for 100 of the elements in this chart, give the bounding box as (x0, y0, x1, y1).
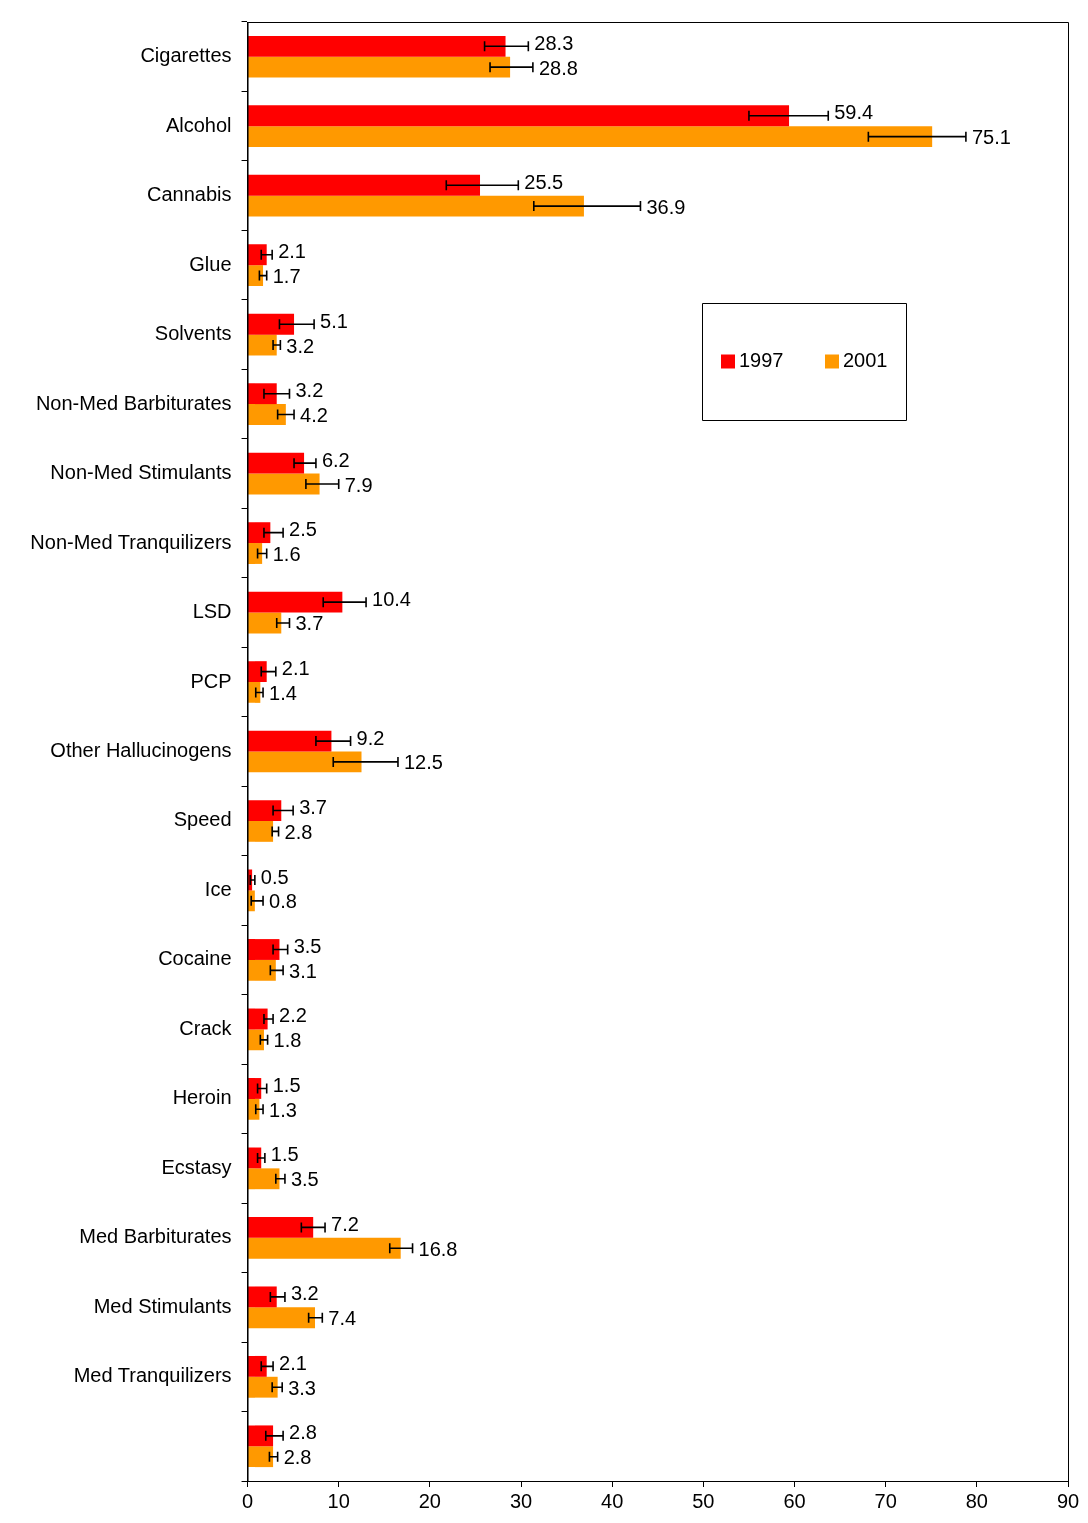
x-tick-label: 70 (874, 1489, 897, 1512)
x-tick-label: 60 (783, 1489, 806, 1512)
legend-label: 1997 (739, 349, 784, 372)
data-label: 1.5 (272, 1073, 301, 1096)
data-label: 1.7 (272, 265, 301, 288)
y-tick-label: Alcohol (165, 113, 232, 136)
y-tick-label: Ecstasy (161, 1155, 232, 1178)
data-label: 1.3 (269, 1098, 297, 1121)
bar (248, 404, 286, 425)
data-label: 2.1 (281, 657, 310, 680)
y-tick-label: Med Stimulants (93, 1294, 232, 1317)
data-label: 36.9 (646, 195, 686, 218)
data-label: 3.5 (290, 1168, 319, 1191)
y-tick-label: Crack (179, 1016, 233, 1039)
bar (248, 105, 790, 127)
bar (248, 1029, 264, 1051)
bar (248, 730, 332, 752)
bar (248, 1286, 277, 1308)
data-label: 3.2 (295, 379, 324, 402)
bar (248, 383, 277, 405)
data-label: 12.5 (403, 751, 443, 774)
bar (248, 313, 295, 335)
x-tick-label: 80 (965, 1489, 988, 1512)
data-label: 2.1 (279, 1351, 307, 1374)
bar (248, 1307, 316, 1329)
y-tick-label: Cigarettes (140, 44, 232, 67)
bar (248, 751, 362, 773)
bar (248, 1376, 278, 1398)
y-tick-label: Cocaine (158, 947, 232, 970)
y-tick-label: Other Hallucinogens (50, 739, 232, 762)
data-label: 7.4 (328, 1307, 357, 1330)
bar (248, 56, 511, 78)
x-tick-label: 0 (241, 1489, 254, 1512)
bar (248, 1216, 314, 1238)
data-label: 75.1 (971, 126, 1011, 149)
bar (248, 939, 280, 960)
bar (248, 591, 343, 613)
data-label: 3.2 (286, 334, 315, 357)
bar (248, 1355, 267, 1377)
data-label: 3.1 (289, 959, 317, 982)
y-tick-label: Non-Med Stimulants (50, 461, 232, 484)
y-tick-label: Ice (204, 877, 232, 900)
x-tick-label: 50 (692, 1489, 715, 1512)
bar (248, 800, 282, 821)
y-tick-label: Non-Med Barbiturates (35, 391, 232, 414)
y-tick-label: Med Barbiturates (79, 1225, 232, 1248)
data-label: 3.3 (288, 1376, 317, 1399)
data-label: 3.5 (293, 935, 322, 958)
y-tick-label: Heroin (172, 1086, 232, 1109)
data-label: 2.1 (278, 240, 306, 263)
data-label: 59.4 (834, 101, 874, 124)
data-label: 2.8 (289, 1421, 317, 1444)
y-tick-label: Glue (189, 252, 232, 275)
data-label: 9.2 (356, 726, 385, 749)
x-tick-label: 10 (327, 1489, 350, 1512)
y-tick-label: PCP (190, 669, 232, 692)
data-label: 2.5 (289, 518, 317, 541)
data-label: 3.2 (290, 1282, 319, 1305)
bar (248, 174, 481, 196)
y-tick-label: LSD (192, 600, 232, 623)
bar (248, 126, 933, 148)
data-label: 28.3 (534, 31, 574, 54)
bar (248, 1446, 274, 1468)
data-label: 7.2 (331, 1212, 359, 1235)
legend-label: 2001 (843, 349, 888, 372)
data-label: 1.8 (273, 1029, 302, 1052)
data-label: 2.2 (279, 1004, 307, 1027)
bar (248, 1168, 280, 1190)
data-label: 5.1 (320, 309, 348, 332)
y-tick-label: Med Tranquilizers (73, 1364, 232, 1387)
bar (248, 35, 506, 57)
data-label: 3.7 (295, 612, 324, 635)
data-label: 1.6 (272, 543, 301, 566)
bar (248, 473, 320, 495)
bar (248, 661, 267, 683)
bar (248, 1237, 401, 1259)
x-tick-label: 40 (601, 1489, 624, 1512)
bar (248, 452, 305, 474)
y-tick-label: Non-Med Tranquilizers (30, 530, 232, 553)
data-label: 4.2 (300, 404, 328, 427)
bar (248, 959, 276, 981)
data-label: 1.4 (269, 681, 297, 704)
y-tick-label: Solvents (154, 322, 232, 345)
data-label: 2.8 (284, 820, 313, 843)
data-label: 2.8 (283, 1446, 312, 1469)
bar (248, 265, 264, 287)
data-label: 0.5 (260, 865, 289, 888)
data-label: 1.5 (270, 1143, 299, 1166)
data-label: 3.7 (299, 796, 327, 819)
bar (248, 195, 584, 217)
data-label: 6.2 (321, 448, 350, 471)
y-tick-label: Cannabis (147, 183, 232, 206)
x-tick-label: 30 (509, 1489, 533, 1512)
data-label: 25.5 (524, 170, 564, 193)
bar (248, 1425, 274, 1447)
data-label: 0.8 (269, 890, 297, 913)
data-label: 10.4 (372, 587, 411, 610)
data-label: 16.8 (418, 1237, 458, 1260)
data-label: 28.8 (538, 56, 578, 79)
x-tick-label: 20 (418, 1489, 441, 1512)
